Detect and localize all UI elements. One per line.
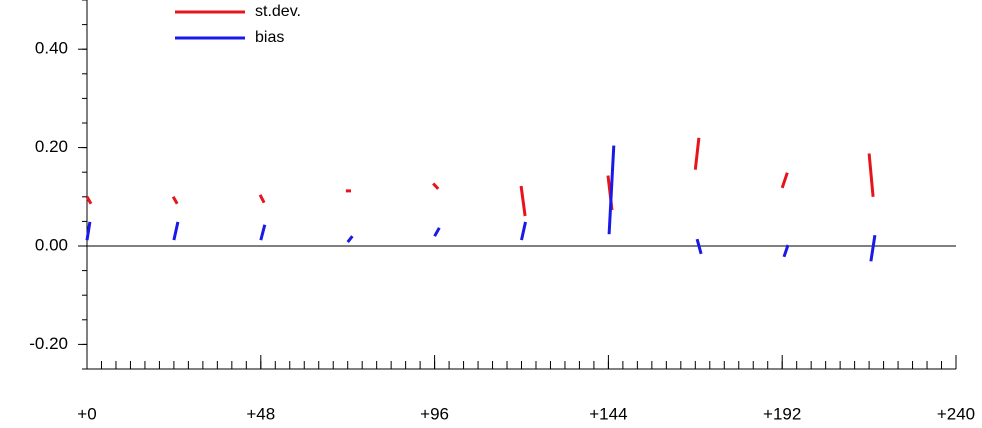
- x-tick-label: +48: [246, 404, 275, 423]
- series-line: [85, 137, 875, 217]
- legend-label: bias: [255, 29, 284, 46]
- x-tick-label: +144: [589, 404, 627, 423]
- series-line: [85, 145, 877, 262]
- legend-label: st.dev.: [255, 3, 301, 20]
- y-tick-label: 0.00: [35, 235, 68, 254]
- y-tick-label: 0.20: [35, 137, 68, 156]
- x-tick-label: +0: [77, 404, 96, 423]
- y-tick-label: 0.40: [35, 39, 68, 58]
- x-tick-label: +96: [420, 404, 449, 423]
- y-tick-label: -0.20: [29, 334, 68, 353]
- x-tick-label: +192: [763, 404, 801, 423]
- x-tick-label: +240: [937, 404, 975, 423]
